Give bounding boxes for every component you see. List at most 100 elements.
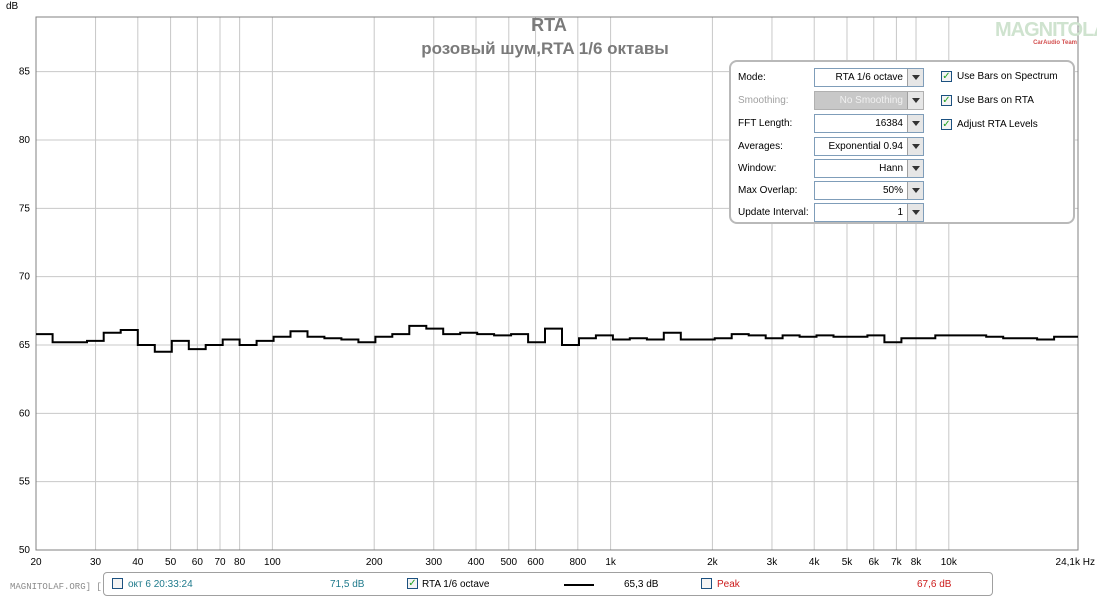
legend-item-rta-label: RTA 1/6 octave: [422, 579, 490, 590]
fft-length-label: FFT Length:: [738, 118, 793, 129]
averages-label: Averages:: [738, 141, 783, 152]
adjust-rta-levels-label: Adjust RTA Levels: [957, 119, 1038, 130]
smoothing-row: Smoothing: No Smoothing: [738, 91, 928, 111]
y-tick-label: 70: [19, 272, 31, 283]
fft-length-value: 16384: [875, 118, 903, 129]
mode-row: Mode: RTA 1/6 octave: [738, 68, 928, 88]
brand-logo: MAGNITOLA CarAudio Team: [995, 19, 1097, 49]
y-tick-label: 80: [19, 135, 31, 146]
x-tick-label: 8k: [911, 557, 923, 568]
legend-item-rta-swatch: [564, 584, 594, 586]
x-tick-label: 1k: [605, 557, 617, 568]
watermark-text: MAGNITOLAF.ORG] [.RU] [.NET]: [10, 582, 162, 592]
plot-frame: [35, 16, 1079, 551]
update-interval-row: Update Interval: 1: [738, 203, 928, 223]
y-tick-label: 55: [19, 477, 31, 488]
use-bars-on-spectrum-label: Use Bars on Spectrum: [957, 71, 1058, 82]
max-overlap-value: 50%: [882, 185, 903, 196]
use-bars-on-spectrum-checkbox[interactable]: ✓: [941, 71, 952, 82]
x-tick-label: 30: [90, 557, 102, 568]
chart-axes: 20 30 40 50 60 70 80 100 200 300 400 500 600 800 1k 2k 3…: [19, 67, 1095, 568]
x-tick-label: 400: [468, 557, 485, 568]
window-value: Hann: [879, 163, 903, 174]
mode-value: RTA 1/6 octave: [835, 72, 903, 83]
x-tick-label: 10k: [941, 557, 958, 568]
adjust-rta-levels-option[interactable]: ✓ Adjust RTA Levels: [941, 118, 1071, 134]
x-tick-label: 6k: [868, 557, 880, 568]
chevron-down-icon[interactable]: [907, 115, 923, 132]
fft-length-row: FFT Length: 16384: [738, 114, 928, 134]
legend-item-rta-checkbox[interactable]: ✓: [407, 578, 418, 589]
chart-subtitle: розовый шум,RTA 1/6 октавы: [421, 39, 669, 58]
legend-item-rta-value: 65,3 dB: [624, 579, 659, 590]
update-interval-select[interactable]: 1: [814, 203, 924, 222]
x-tick-label: 800: [569, 557, 586, 568]
legend-item-peak-checkbox[interactable]: [701, 578, 712, 589]
smoothing-label: Smoothing:: [738, 95, 789, 106]
x-tick-label: 50: [165, 557, 177, 568]
series-line-rta: [36, 324, 1078, 353]
y-axis-label: dB: [6, 1, 19, 12]
averages-row: Averages: Exponential 0.94: [738, 137, 928, 157]
legend-bar: окт 6 20:33:24 71,5 dB ✓ RTA 1/6 octave …: [103, 572, 993, 596]
x-tick-label: 500: [500, 557, 517, 568]
x-tick-label: 60: [192, 557, 204, 568]
update-interval-value: 1: [897, 207, 903, 218]
x-tick-label: 4k: [809, 557, 821, 568]
chart-series: [36, 324, 1078, 353]
adjust-rta-levels-checkbox[interactable]: ✓: [941, 119, 952, 130]
x-tick-label: 7k: [891, 557, 903, 568]
fft-length-select[interactable]: 16384: [814, 114, 924, 133]
averages-value: Exponential 0.94: [828, 141, 903, 152]
x-tick-label: 80: [234, 557, 246, 568]
y-tick-label: 60: [19, 408, 31, 419]
x-tick-label: 200: [366, 557, 383, 568]
legend-item-peak-value: 67,6 dB: [917, 579, 952, 590]
x-tick-label: 40: [132, 557, 144, 568]
max-overlap-label: Max Overlap:: [738, 185, 798, 196]
chevron-down-icon[interactable]: [907, 204, 923, 221]
logo-sub-text: CarAudio Team: [1033, 40, 1077, 46]
x-tick-label: 24,1k Hz: [1056, 557, 1095, 568]
legend-item-timestamp-value: 71,5 dB: [330, 579, 365, 590]
chevron-down-icon[interactable]: [907, 182, 923, 199]
use-bars-on-rta-option[interactable]: ✓ Use Bars on RTA: [941, 94, 1071, 110]
x-tick-label: 3k: [767, 557, 779, 568]
chart-title: RTA: [531, 15, 567, 35]
legend-item-timestamp-label: окт 6 20:33:24: [128, 579, 193, 590]
legend-item-timestamp-checkbox[interactable]: [112, 578, 123, 589]
rta-settings-panel: Mode: RTA 1/6 octave Smoothing: No Smoot…: [729, 60, 1075, 224]
smoothing-value: No Smoothing: [839, 95, 903, 106]
y-tick-label: 75: [19, 203, 31, 214]
x-tick-label: 300: [425, 557, 442, 568]
y-tick-label: 50: [19, 545, 31, 556]
chevron-down-icon: [907, 92, 923, 109]
averages-select[interactable]: Exponential 0.94: [814, 137, 924, 156]
y-tick-label: 85: [19, 67, 31, 78]
use-bars-on-rta-checkbox[interactable]: ✓: [941, 95, 952, 106]
update-interval-label: Update Interval:: [738, 207, 809, 218]
use-bars-on-spectrum-option[interactable]: ✓ Use Bars on Spectrum: [941, 70, 1071, 86]
x-tick-label: 2k: [707, 557, 719, 568]
chevron-down-icon[interactable]: [907, 160, 923, 177]
mode-select[interactable]: RTA 1/6 octave: [814, 68, 924, 87]
mode-label: Mode:: [738, 72, 766, 83]
chevron-down-icon[interactable]: [907, 69, 923, 86]
x-tick-label: 600: [527, 557, 544, 568]
x-tick-label: 20: [30, 557, 42, 568]
use-bars-on-rta-label: Use Bars on RTA: [957, 95, 1034, 106]
x-tick-label: 100: [264, 557, 281, 568]
max-overlap-row: Max Overlap: 50%: [738, 181, 928, 201]
smoothing-select: No Smoothing: [814, 91, 924, 110]
window-select[interactable]: Hann: [814, 159, 924, 178]
logo-main-text: MAGNITOLA: [995, 19, 1097, 41]
chevron-down-icon[interactable]: [907, 138, 923, 155]
legend-item-peak-label: Peak: [717, 579, 740, 590]
window-row: Window: Hann: [738, 159, 928, 179]
x-tick-label: 70: [214, 557, 226, 568]
max-overlap-select[interactable]: 50%: [814, 181, 924, 200]
window-label: Window:: [738, 163, 777, 174]
x-tick-label: 5k: [842, 557, 854, 568]
y-tick-label: 65: [19, 340, 31, 351]
